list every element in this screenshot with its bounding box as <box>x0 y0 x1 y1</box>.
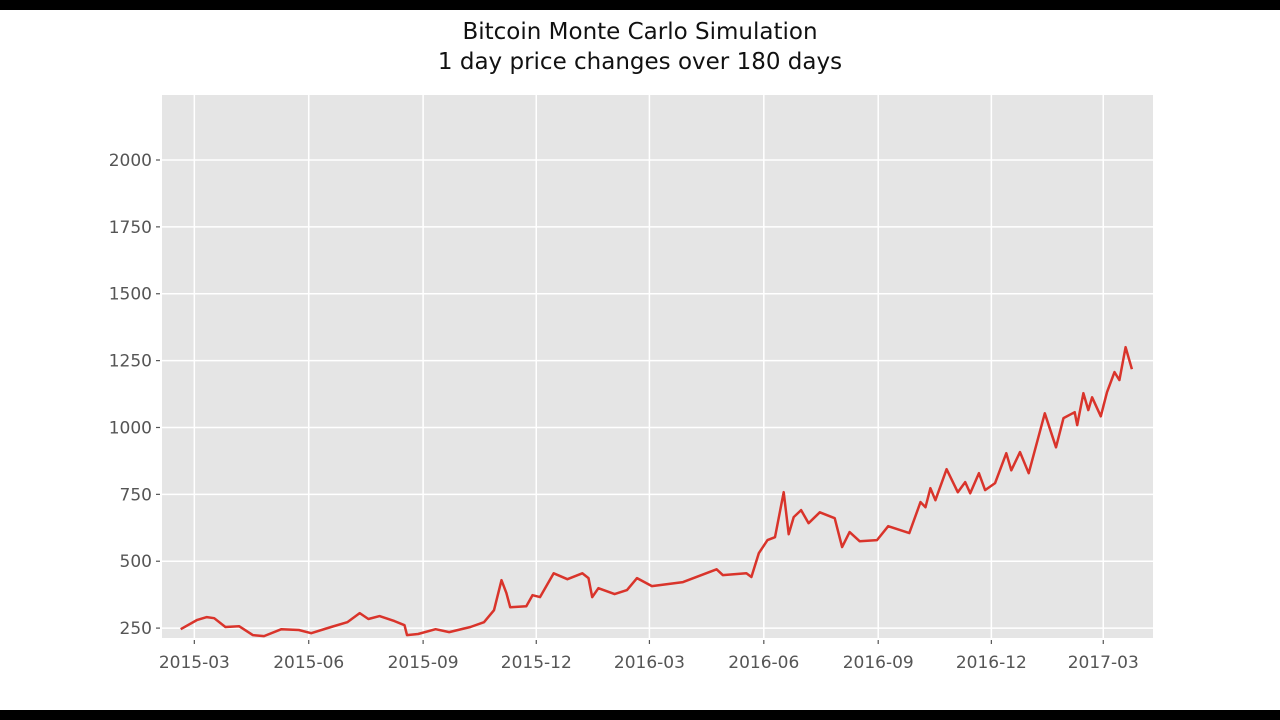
x-tick-label: 2015-06 <box>273 653 344 673</box>
x-tick-label: 2016-12 <box>956 653 1027 673</box>
y-tick-label: 1250 <box>109 352 152 372</box>
x-tick-label: 2016-03 <box>614 653 685 673</box>
axis-ticks: 250 500 750 1000 1250 1500 1750 2000 2015-03 2015… <box>109 151 1139 673</box>
bottom-letterbox <box>0 710 1280 720</box>
y-tick-label: 750 <box>120 485 152 505</box>
gridlines <box>162 95 1153 638</box>
y-tick-label: 1000 <box>109 418 152 438</box>
y-tick-label: 250 <box>120 619 152 639</box>
x-tick-label: 2015-12 <box>501 653 572 673</box>
x-tick-label: 2015-03 <box>159 653 230 673</box>
top-letterbox <box>0 0 1280 10</box>
y-tick-label: 500 <box>120 552 152 572</box>
chart-subtitle: 1 day price changes over 180 days <box>437 49 843 75</box>
chart-title: Bitcoin Monte Carlo Simulation <box>462 19 818 45</box>
y-tick-label: 1500 <box>109 285 152 305</box>
x-tick-label: 2016-09 <box>843 653 914 673</box>
y-tick-label: 1750 <box>109 218 152 238</box>
x-tick-label: 2016-06 <box>728 653 799 673</box>
x-tick-label: 2015-09 <box>388 653 459 673</box>
plot-area <box>162 95 1153 638</box>
price-line <box>180 345 1134 638</box>
y-tick-label: 2000 <box>109 151 152 171</box>
x-tick-label: 2017-03 <box>1068 653 1139 673</box>
